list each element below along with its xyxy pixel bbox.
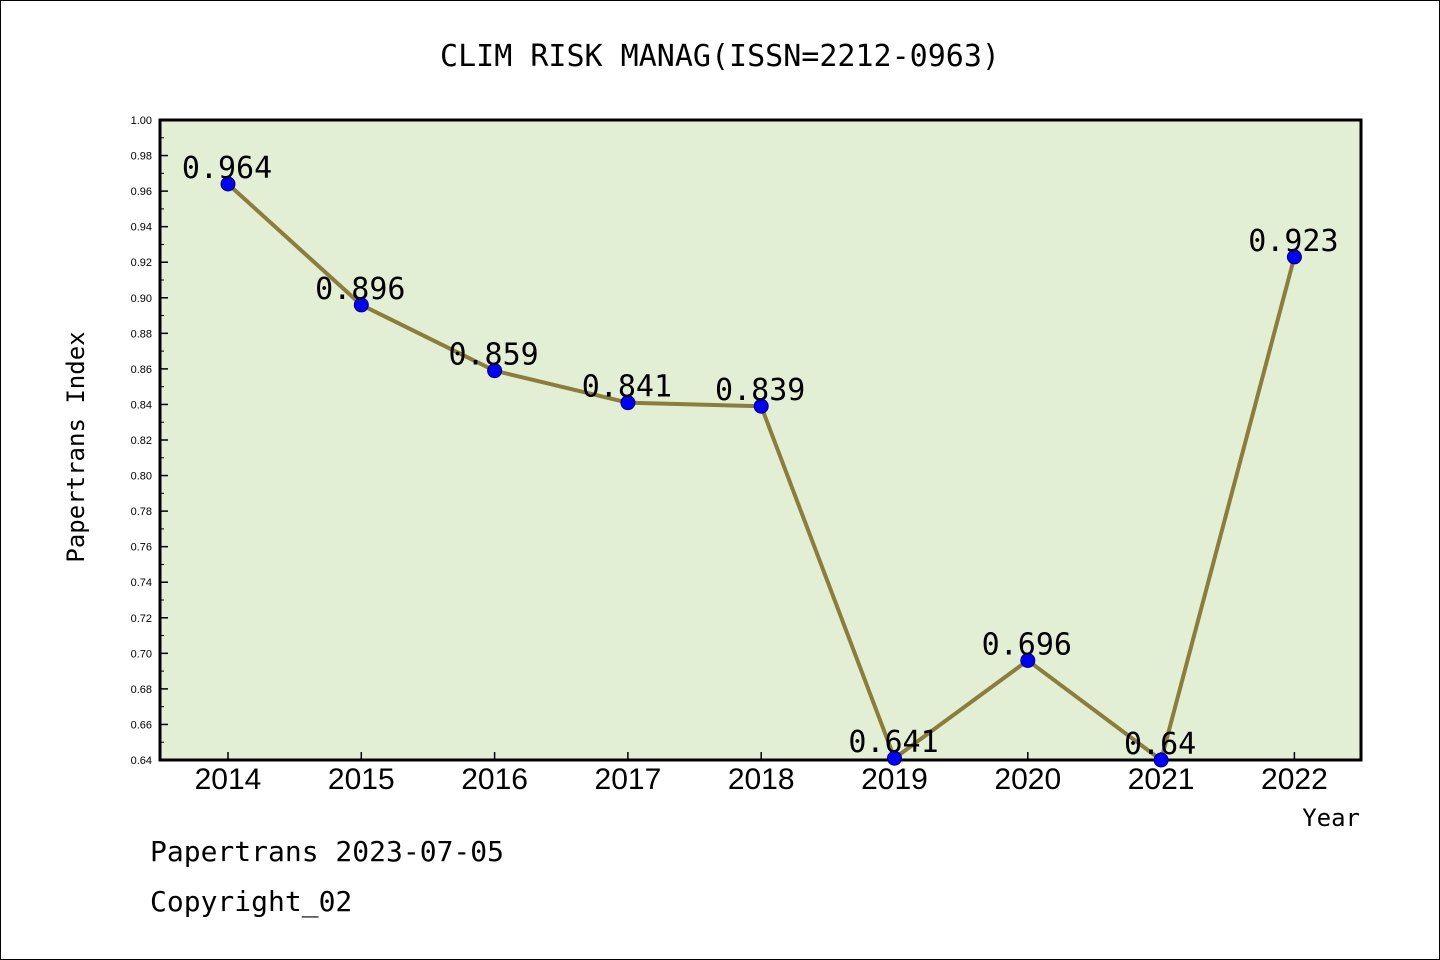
x-tick-label: 2020 (994, 763, 1061, 796)
data-point (620, 395, 636, 411)
y-tick-label: 0.72 (131, 613, 152, 625)
data-label: 0.859 (448, 338, 538, 373)
y-axis-label: Papertrans Index (62, 331, 90, 562)
y-tick-label: 0.86 (131, 364, 152, 376)
data-label: 0.896 (315, 272, 405, 307)
data-point (353, 297, 369, 313)
y-tick-label: 0.90 (131, 293, 152, 305)
y-tick-label: 0.78 (131, 506, 152, 518)
y-tick-label: 0.92 (131, 257, 152, 269)
data-label: 0.841 (582, 370, 672, 405)
y-tick-label: 0.96 (131, 186, 152, 198)
y-tick-label: 0.84 (131, 399, 152, 411)
series-group: 0.964 0.896 0.859 0.841 0.839 0.641 0.696 0.64 0… (182, 151, 1339, 768)
x-tick-label: 2016 (461, 763, 528, 796)
y-tick-label: 0.70 (131, 648, 152, 660)
x-tick-label: 2015 (328, 763, 395, 796)
x-tick-label: 2021 (1128, 763, 1195, 796)
data-label: 0.696 (982, 627, 1072, 662)
y-tick-label: 0.80 (131, 471, 152, 483)
data-point (1153, 752, 1169, 768)
footer-date: Papertrans 2023-07-05 (150, 835, 505, 868)
data-point (220, 176, 236, 192)
data-point (1020, 652, 1036, 668)
x-tick-label: 2022 (1261, 763, 1328, 796)
y-tick-label: 0.88 (131, 328, 152, 340)
x-tick-label: 2017 (595, 763, 662, 796)
y-tick-label: 0.82 (131, 435, 152, 447)
x-tick-label: 2018 (728, 763, 795, 796)
data-point (753, 398, 769, 414)
data-point (1286, 249, 1302, 265)
x-tick-label: 2019 (861, 763, 928, 796)
data-point (487, 363, 503, 379)
y-tick-label: 1.00 (131, 115, 152, 127)
x-axis-label: Year (1302, 804, 1360, 832)
y-tick-label: 0.74 (131, 577, 152, 589)
data-label: 0.923 (1248, 224, 1338, 259)
footer-copyright: Copyright_02 (150, 885, 353, 918)
x-axis: 2014 2015 2016 2017 2018 2019 2020 2021 2022 (195, 752, 1328, 796)
data-label: 0.839 (715, 373, 805, 408)
data-label: 0.64 (1124, 727, 1196, 762)
data-label: 0.964 (182, 151, 272, 186)
y-tick-label: 0.68 (131, 684, 152, 696)
data-label: 0.641 (848, 725, 938, 760)
x-tick-label: 2014 (195, 763, 262, 796)
y-tick-label: 0.76 (131, 542, 152, 554)
data-point (887, 750, 902, 766)
y-tick-label: 0.66 (131, 719, 152, 731)
y-axis: 0.64 0.66 0.68 0.70 0.72 0.74 0.76 0.78 0.80 0.82… (131, 115, 168, 767)
y-tick-label: 0.94 (131, 222, 152, 234)
y-tick-label: 0.64 (131, 755, 152, 767)
chart-title: CLIM RISK MANAG(ISSN=2212-0963) (440, 39, 1000, 74)
y-tick-label: 0.98 (131, 151, 152, 163)
plot-area (158, 118, 1363, 762)
